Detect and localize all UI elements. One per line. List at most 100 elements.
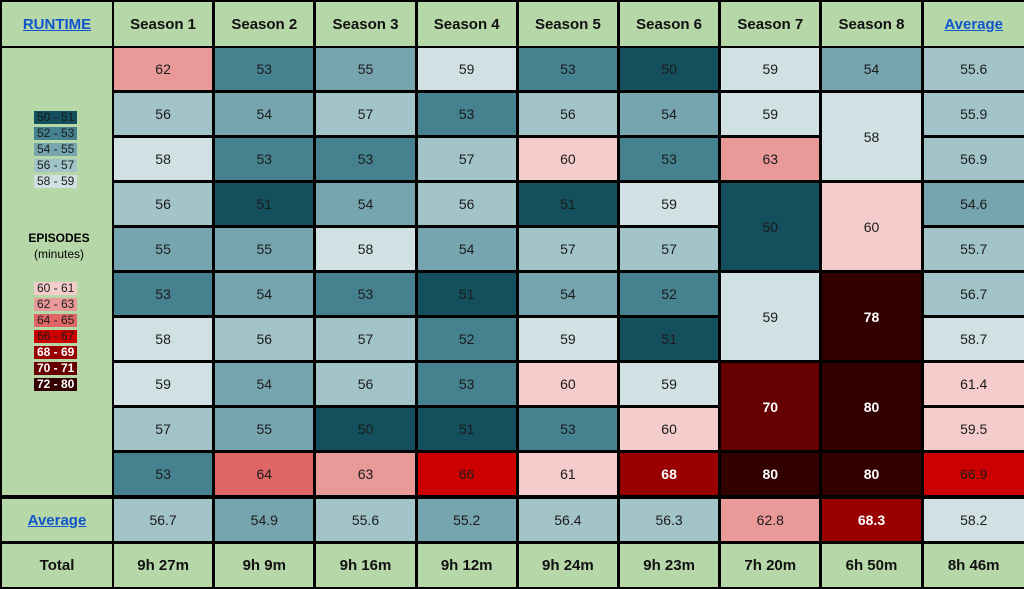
episode-cell: 54	[417, 228, 516, 270]
season-header: Season 2	[215, 2, 314, 46]
legend-title: EPISODES	[28, 231, 90, 245]
episode-cell: 68	[620, 453, 719, 495]
episode-cell: 80	[822, 453, 921, 495]
legend-item: 64 - 65	[34, 314, 78, 327]
episode-cell: 59	[114, 363, 213, 405]
legend-item: 66 - 67	[34, 330, 78, 343]
episode-average-cell: 55.6	[923, 48, 1024, 90]
episode-cell: 53	[417, 93, 516, 135]
episode-cell: 59	[721, 48, 820, 90]
episode-cell: 56	[114, 183, 213, 225]
season-header: Season 4	[417, 2, 516, 46]
episode-cell: 80	[721, 453, 820, 495]
episode-cell: 54	[215, 363, 314, 405]
episode-cell: 52	[417, 318, 516, 360]
episode-cell: 53	[316, 273, 415, 315]
total-row-label: Total	[2, 544, 112, 587]
episode-cell: 56	[518, 93, 617, 135]
episode-cell: 62	[114, 48, 213, 90]
episode-cell: 60	[620, 408, 719, 450]
episode-cell: 78	[822, 273, 921, 360]
overall-total-cell: 8h 46m	[923, 544, 1024, 587]
season-average-cell: 56.3	[620, 499, 719, 541]
runtime-link[interactable]: RUNTIME	[22, 15, 92, 33]
legend-item: 60 - 61	[34, 282, 78, 295]
episode-average-cell: 66.9	[923, 453, 1024, 495]
episode-cell: 58	[114, 318, 213, 360]
episode-cell: 53	[114, 273, 213, 315]
episode-cell: 56	[316, 363, 415, 405]
episode-average-cell: 56.7	[923, 273, 1024, 315]
legend-subtitle: (minutes)	[33, 247, 84, 261]
episode-cell: 59	[417, 48, 516, 90]
episode-cell: 58	[822, 93, 921, 180]
season-total-cell: 9h 16m	[316, 544, 415, 587]
episode-cell: 57	[417, 138, 516, 180]
legend-item: 52 - 53	[34, 127, 78, 140]
episode-cell: 50	[721, 183, 820, 270]
episode-cell: 54	[822, 48, 921, 90]
legend-panel: EPISODES (minutes) 50 - 51 52 - 53 54 - 55…	[2, 48, 112, 495]
season-header: Season 7	[721, 2, 820, 46]
episode-cell: 59	[721, 273, 820, 360]
episode-cell: 53	[417, 363, 516, 405]
season-average-cell: 55.6	[316, 499, 415, 541]
episode-cell: 61	[518, 453, 617, 495]
episode-cell: 63	[316, 453, 415, 495]
episode-cell: 60	[518, 138, 617, 180]
corner-header: RUNTIME	[2, 2, 112, 46]
average-header-link[interactable]: Average	[944, 15, 1004, 33]
season-total-cell: 6h 50m	[822, 544, 921, 587]
episode-cell: 53	[620, 138, 719, 180]
legend-item: 54 - 55	[34, 143, 78, 156]
legend-item: 68 - 69	[34, 346, 78, 359]
season-average-cell: 56.7	[114, 499, 213, 541]
season-total-cell: 9h 9m	[215, 544, 314, 587]
season-total-cell: 7h 20m	[721, 544, 820, 587]
episode-cell: 56	[114, 93, 213, 135]
episode-cell: 56	[215, 318, 314, 360]
episode-cell: 51	[518, 183, 617, 225]
season-header: Season 6	[620, 2, 719, 46]
episode-average-cell: 58.7	[923, 318, 1024, 360]
legend-item: 58 - 59	[34, 175, 78, 188]
episode-cell: 50	[620, 48, 719, 90]
episode-cell: 80	[822, 363, 921, 450]
season-header: Season 1	[114, 2, 213, 46]
episode-cell: 56	[417, 183, 516, 225]
episode-cell: 59	[518, 318, 617, 360]
episode-cell: 54	[518, 273, 617, 315]
season-average-cell: 54.9	[215, 499, 314, 541]
episode-cell: 70	[721, 363, 820, 450]
episode-cell: 55	[316, 48, 415, 90]
episode-cell: 64	[215, 453, 314, 495]
episode-cell: 63	[721, 138, 820, 180]
legend-item: 50 - 51	[34, 111, 78, 124]
episode-cell: 57	[114, 408, 213, 450]
episode-cell: 59	[620, 183, 719, 225]
episode-cell: 59	[620, 363, 719, 405]
season-total-cell: 9h 24m	[518, 544, 617, 587]
season-total-cell: 9h 23m	[620, 544, 719, 587]
episode-cell: 54	[215, 93, 314, 135]
episode-cell: 57	[620, 228, 719, 270]
episode-cell: 59	[721, 93, 820, 135]
legend-item: 62 - 63	[34, 298, 78, 311]
episode-cell: 52	[620, 273, 719, 315]
average-header: Average	[923, 2, 1024, 46]
episode-cell: 58	[316, 228, 415, 270]
episode-cell: 53	[518, 408, 617, 450]
episode-cell: 58	[114, 138, 213, 180]
average-row-link[interactable]: Average	[27, 511, 87, 529]
season-total-cell: 9h 27m	[114, 544, 213, 587]
legend-item: 56 - 57	[34, 159, 78, 172]
episode-cell: 53	[114, 453, 213, 495]
episode-cell: 57	[316, 93, 415, 135]
episode-average-cell: 54.6	[923, 183, 1024, 225]
season-average-cell: 62.8	[721, 499, 820, 541]
episode-cell: 51	[215, 183, 314, 225]
episode-cell: 66	[417, 453, 516, 495]
episode-average-cell: 61.4	[923, 363, 1024, 405]
episode-cell: 54	[215, 273, 314, 315]
episode-cell: 53	[518, 48, 617, 90]
